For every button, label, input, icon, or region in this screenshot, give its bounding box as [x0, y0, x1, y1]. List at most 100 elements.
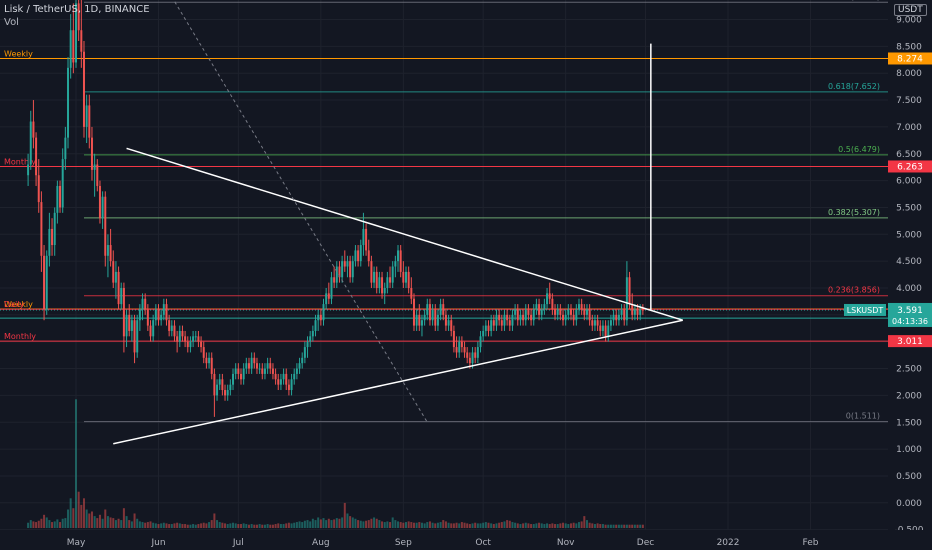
volume-bar — [641, 524, 644, 528]
volume-bar — [428, 521, 431, 528]
volume-bar — [444, 521, 447, 528]
candle — [141, 293, 144, 321]
volume-bar — [141, 522, 144, 528]
candle — [64, 126, 67, 170]
volume-bar — [237, 524, 240, 528]
diagonal-dashed-line[interactable] — [153, 0, 428, 423]
volume-bar — [221, 522, 224, 528]
volume-bar — [503, 521, 506, 528]
trendline-drawings[interactable] — [113, 0, 683, 445]
current-price-tag — [888, 302, 932, 327]
volume-bar — [375, 518, 378, 528]
time-axis[interactable]: May Jun Jul Aug Sep Oct Nov Dec 2022 Feb — [0, 530, 932, 550]
candle — [538, 298, 541, 321]
candle — [495, 309, 498, 331]
volume-bar — [35, 522, 38, 528]
price-tick-label: 0.000 — [896, 499, 922, 509]
candle — [580, 298, 583, 315]
candle — [492, 314, 495, 331]
volume-bar — [37, 520, 40, 528]
upper-triangle-line[interactable] — [126, 147, 683, 321]
volume-bar — [152, 522, 155, 528]
candle — [77, 0, 80, 41]
candle — [325, 288, 328, 310]
candle — [32, 100, 35, 149]
lower-triangle-line[interactable] — [113, 319, 683, 445]
candle — [335, 261, 338, 288]
candle — [415, 309, 418, 331]
volume-bar — [551, 523, 554, 528]
price-tick-label: 4.000 — [896, 284, 922, 294]
candle — [641, 304, 644, 315]
fib-label: 0.382(5.307) — [828, 208, 880, 217]
volume-bar — [181, 524, 184, 528]
candle — [269, 357, 272, 374]
candle — [500, 314, 503, 331]
candle — [367, 239, 370, 267]
volume-bar — [144, 522, 147, 528]
candle — [218, 373, 221, 391]
volume-bar — [580, 521, 583, 528]
candle — [75, 0, 77, 68]
candle — [487, 320, 490, 337]
candle — [431, 304, 434, 326]
level-price-tag — [888, 52, 932, 65]
candle — [583, 304, 586, 321]
volume-bar — [452, 523, 455, 528]
volume-bar — [170, 524, 173, 528]
candle — [136, 314, 139, 358]
price-tick-label: 1.000 — [896, 445, 922, 455]
volume-bar — [492, 524, 495, 528]
symbol-tag — [844, 303, 886, 316]
candle — [263, 363, 266, 380]
candle — [599, 320, 602, 337]
volume-bar — [434, 523, 437, 528]
volume-bar — [93, 516, 96, 528]
volume-bar — [314, 520, 317, 528]
candle — [173, 320, 176, 342]
candle — [85, 94, 88, 144]
volume-bar — [114, 520, 117, 528]
candle — [101, 191, 104, 229]
candle — [37, 159, 40, 213]
volume-bar — [210, 520, 213, 528]
candle — [410, 277, 413, 305]
volume-bar — [32, 521, 35, 528]
candle — [460, 336, 463, 353]
candle — [253, 352, 256, 369]
volume-bar — [633, 524, 636, 528]
candle — [210, 352, 213, 380]
candle — [389, 266, 392, 288]
volume-bar — [519, 524, 522, 528]
candle — [596, 314, 599, 331]
candle — [96, 159, 99, 192]
time-tick-label: May — [67, 538, 86, 548]
time-tick-label: Feb — [803, 538, 819, 548]
candle — [255, 357, 258, 374]
candle — [386, 271, 389, 294]
symbol-tag-label: LSKUSDT — [847, 306, 884, 315]
candle — [527, 304, 530, 321]
volume-bar — [439, 522, 442, 528]
price-tick-label: 2.500 — [896, 365, 922, 375]
fib-label: 0.618(7.652) — [828, 82, 880, 91]
candle — [420, 314, 423, 337]
candle — [556, 304, 559, 321]
candle — [285, 368, 288, 391]
price-axis[interactable]: 9.000 8.500 8.000 7.500 7.000 6.500 6.000 5.500… — [844, 0, 932, 550]
volume-bar — [490, 523, 493, 528]
volume-bar — [615, 524, 618, 528]
volume-bar — [90, 511, 93, 528]
candle — [612, 309, 615, 326]
volume-bar — [636, 524, 639, 528]
volume-bar — [479, 523, 482, 528]
volume-bar — [412, 522, 415, 528]
candle — [176, 330, 179, 353]
candle — [551, 293, 554, 315]
volume-bar — [476, 523, 479, 528]
currency-button[interactable]: USDT — [894, 4, 927, 16]
volume-bar — [450, 523, 453, 528]
volume-bar — [192, 524, 195, 528]
volume-bar — [59, 522, 62, 528]
